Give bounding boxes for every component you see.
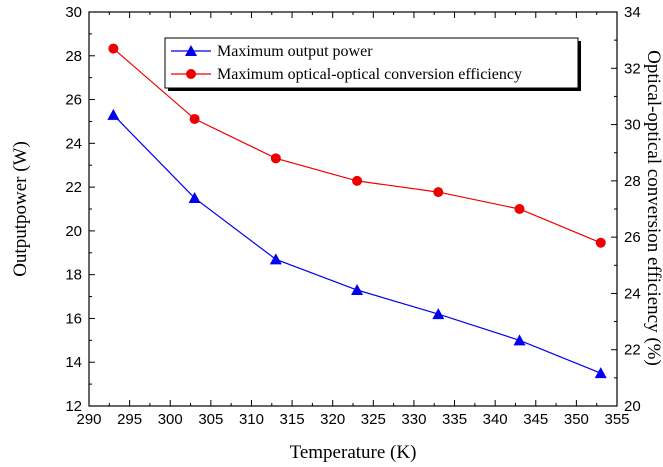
left-y-tick-label: 28 [65, 48, 82, 65]
data-point-circle [108, 43, 119, 54]
left-y-tick-label: 26 [65, 92, 82, 109]
data-point-circle [189, 113, 200, 124]
right-y-tick-label: 24 [624, 285, 641, 302]
left-y-axis-title: Outputpower (W) [10, 141, 31, 277]
x-tick-label: 350 [564, 411, 589, 428]
legend: Maximum output power Maximum optical-opt… [164, 37, 581, 91]
x-tick-label: 355 [604, 411, 629, 428]
left-y-tick-label: 22 [65, 179, 82, 196]
data-point-circle [433, 187, 444, 198]
x-tick-label: 295 [117, 411, 142, 428]
data-point-circle [270, 153, 281, 164]
legend-circle-marker [186, 69, 196, 79]
legend-label-efficiency: Maximum optical-optical conversion effic… [217, 66, 522, 83]
series-layer [107, 43, 607, 379]
left-y-tick-label: 18 [65, 267, 82, 284]
data-point-circle [352, 175, 363, 186]
right-y-tick-label: 22 [624, 342, 641, 359]
left-y-tick-label: 12 [65, 398, 82, 415]
x-tick-label: 340 [483, 411, 508, 428]
right-y-tick-label: 28 [624, 173, 641, 190]
right-y-tick-label: 26 [624, 229, 641, 246]
right-y-tick-label: 20 [624, 398, 641, 415]
legend-box [164, 37, 579, 89]
left-y-tick-label: 14 [65, 354, 82, 371]
x-tick-label: 345 [523, 411, 548, 428]
right-y-tick-label: 32 [624, 60, 641, 77]
data-point-triangle [107, 108, 120, 120]
x-tick-label: 335 [442, 411, 467, 428]
data-point-circle [514, 204, 525, 214]
left-y-tick-label: 20 [65, 223, 82, 240]
series-line-0 [112, 114, 602, 374]
left-y-tick-label: 30 [65, 4, 82, 21]
data-point-triangle [188, 192, 201, 204]
right-y-tick-label: 34 [624, 4, 641, 21]
x-tick-label: 305 [198, 411, 223, 428]
right-y-tick-label: 30 [624, 117, 641, 134]
legend-triangle-marker [185, 45, 197, 56]
data-point-triangle [432, 308, 445, 320]
x-tick-label: 300 [158, 411, 183, 428]
x-tick-label: 330 [401, 411, 426, 428]
data-point-triangle [513, 334, 526, 346]
left-y-tick-label: 24 [65, 135, 82, 152]
data-point-triangle [594, 367, 607, 379]
x-tick-label: 325 [361, 411, 386, 428]
x-axis-title: Temperature (K) [290, 442, 417, 463]
left-y-tick-label: 16 [65, 310, 82, 327]
data-point-triangle [351, 283, 364, 295]
right-y-axis-title: Optical-optical conversion efficiency (%… [643, 50, 663, 366]
legend-label-output-power: Maximum output power [217, 43, 373, 60]
right-y-axis-ticks: 20 22 24 26 28 30 32 34 [611, 4, 641, 415]
left-y-axis-ticks: 12 14 16 18 20 22 24 26 28 30 [65, 4, 95, 415]
x-tick-label: 290 [76, 411, 101, 428]
data-point-circle [595, 237, 606, 248]
data-point-triangle [269, 253, 282, 265]
x-tick-label: 315 [280, 411, 305, 428]
x-axis-ticks: 290 295 300 305 310 315 320 325 330 335 340 345 350 3… [76, 12, 630, 428]
x-tick-label: 310 [239, 411, 264, 428]
x-tick-label: 320 [320, 411, 345, 428]
